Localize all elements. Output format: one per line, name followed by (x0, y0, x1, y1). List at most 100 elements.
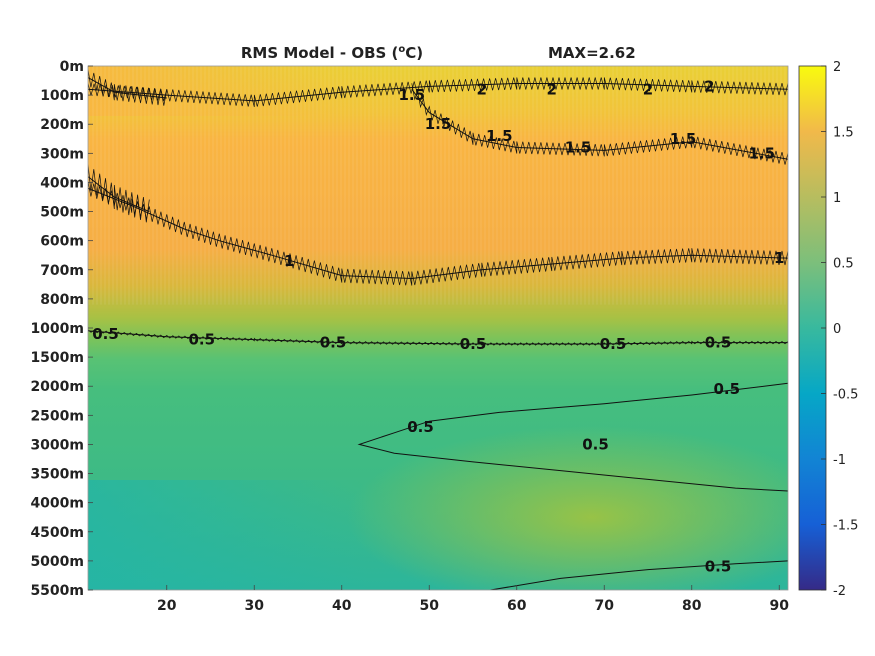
stripe (224, 66, 226, 305)
contour-line-noise (411, 83, 788, 165)
stripe (564, 66, 566, 305)
contour-label: 0.5 (460, 335, 487, 353)
stripe (436, 66, 438, 305)
stripe (492, 66, 494, 305)
stripe (336, 66, 338, 305)
stripe (588, 66, 590, 305)
contour-label: 0.5 (407, 418, 434, 436)
stripe (412, 66, 414, 305)
contour-line (490, 560, 788, 590)
contour-line-noise (88, 69, 168, 106)
column-stripes (88, 66, 786, 305)
colorbar-tick-label: 2 (833, 60, 841, 75)
stripe (372, 66, 374, 305)
contour-line (88, 330, 788, 345)
contour-label: 1 (284, 252, 294, 270)
stripe (348, 66, 350, 305)
stripe (560, 66, 562, 305)
stripe (496, 66, 498, 305)
stripe (232, 66, 234, 305)
stripe (156, 66, 158, 305)
contour-label: 0.5 (713, 380, 740, 398)
contour-label: 2 (704, 77, 714, 95)
y-tick-label: 600m (40, 234, 84, 250)
stripe (676, 66, 678, 305)
stripe (124, 66, 126, 305)
stripe (380, 66, 382, 305)
y-tick-label: 2500m (30, 408, 84, 424)
stripe (168, 66, 170, 305)
stripe (340, 66, 342, 305)
stripe (576, 66, 578, 305)
colorbar-tick-label: -1 (833, 453, 846, 468)
stripe (488, 66, 490, 305)
stripe (408, 66, 410, 305)
stripe (260, 66, 262, 305)
stripe (784, 66, 786, 305)
stripe (476, 66, 478, 305)
stripe (508, 66, 510, 305)
stripe (608, 66, 610, 305)
y-tick-label: 700m (40, 263, 84, 279)
y-tick-label: 200m (40, 117, 84, 133)
stripe (152, 66, 154, 305)
stripe (216, 66, 218, 305)
stripe (288, 66, 290, 305)
contour-line-noise (88, 164, 150, 223)
stripe (432, 66, 434, 305)
stripe (252, 66, 254, 305)
stripe (580, 66, 582, 305)
contour-label: 1.5 (398, 86, 425, 104)
stripe (692, 66, 694, 305)
stripe (688, 66, 690, 305)
stripe (512, 66, 514, 305)
stripe (552, 66, 554, 305)
stripe (460, 66, 462, 305)
y-tick-label: 3000m (30, 437, 84, 453)
stripe (264, 66, 266, 305)
stripe (416, 66, 418, 305)
y-tick-label: 300m (40, 146, 84, 162)
stripe (120, 66, 122, 305)
y-tick-label: 100m (40, 88, 84, 104)
stripe (524, 66, 526, 305)
y-tick-label: 500m (40, 205, 84, 221)
y-axis: 0m 100m 200m 300m 400m 500m 600m 700m 800m 1000m 1… (30, 59, 93, 599)
contour-line-noise (88, 181, 788, 286)
stripe (684, 66, 686, 305)
stripe (244, 66, 246, 305)
stripe (328, 66, 330, 305)
stripe (632, 66, 634, 305)
stripe (584, 66, 586, 305)
stripe (188, 66, 190, 305)
stripe (212, 66, 214, 305)
x-tick-label: 90 (770, 598, 790, 614)
contour-label: 0.5 (320, 334, 347, 352)
colorbar-tick-label: -2 (833, 584, 846, 599)
stripe (444, 66, 446, 305)
contour-line-noise (88, 77, 788, 107)
stripe (428, 66, 430, 305)
stripe (356, 66, 358, 305)
plot-area: 2 2 2 21.51.51.51.5 1.51.51 10.5 0.5 0.5 0.5 0.5 0… (88, 66, 788, 590)
stripe (604, 66, 606, 305)
stripe (176, 66, 178, 305)
x-axis: 20 30 40 50 60 70 80 90 (157, 585, 789, 614)
x-tick-label: 40 (332, 598, 352, 614)
stripe (300, 66, 302, 305)
stripe (760, 66, 762, 305)
stripe (240, 66, 242, 305)
contour-lines (88, 69, 788, 590)
stripe (132, 66, 134, 305)
stripe (740, 66, 742, 305)
stripe (324, 66, 326, 305)
stripe (104, 66, 106, 305)
y-tick-label: 1500m (30, 350, 84, 366)
stripe (116, 66, 118, 305)
stripe (420, 66, 422, 305)
stripe (312, 66, 314, 305)
stripe (504, 66, 506, 305)
stripe (96, 66, 98, 305)
stripe (640, 66, 642, 305)
stripe (656, 66, 658, 305)
